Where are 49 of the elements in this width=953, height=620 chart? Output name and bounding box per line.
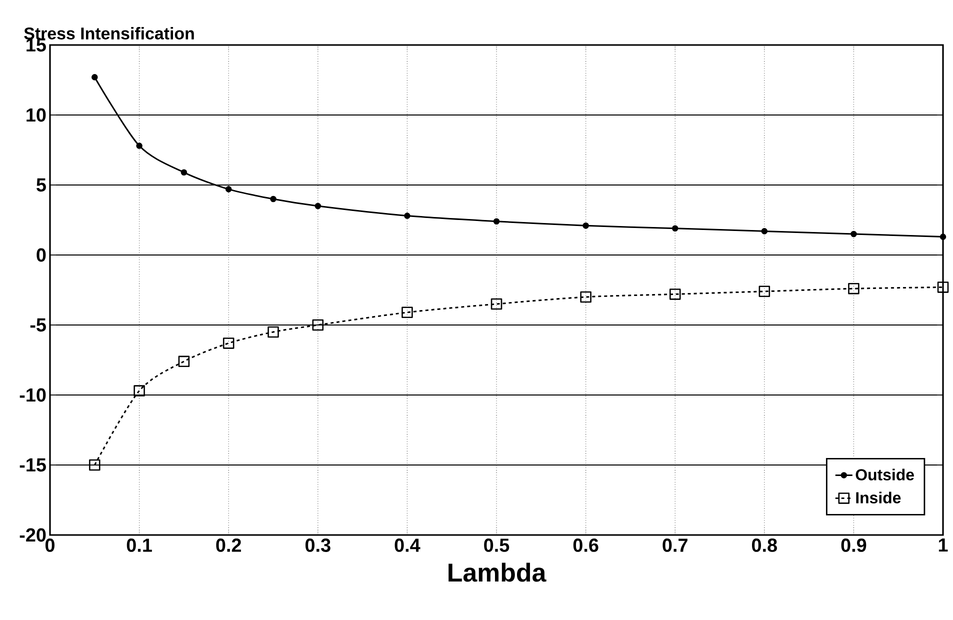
y-tick-label: -15 [20, 458, 46, 472]
point [180, 169, 188, 176]
point [312, 319, 324, 331]
x-tick-label: 0 [45, 538, 54, 552]
point [582, 222, 589, 229]
point [222, 338, 234, 349]
point [669, 288, 681, 300]
point [580, 291, 592, 303]
y-tick-label: 0 [36, 248, 46, 262]
legend-label: Inside [856, 492, 901, 504]
point [672, 225, 678, 232]
point [268, 326, 279, 338]
point [314, 202, 322, 210]
x-tick-label: 0.2 [216, 538, 241, 552]
point [493, 218, 500, 225]
x-tick-label: 1 [938, 538, 948, 552]
x-tick-label: 0.4 [394, 538, 420, 552]
point [92, 74, 98, 80]
point [134, 385, 145, 396]
y-tick-label: 5 [36, 178, 46, 192]
point [758, 286, 770, 298]
y-tick-label: -20 [20, 528, 46, 542]
legend-label: Outside [856, 468, 914, 480]
x-tick-label: 0.8 [752, 538, 777, 552]
y-tick-label: -10 [20, 388, 46, 402]
y-tick-label: 10 [26, 108, 46, 122]
x-tick-label: 0.6 [573, 538, 598, 552]
point [402, 306, 413, 318]
y-tick-label: -5 [30, 318, 46, 332]
point [404, 212, 410, 219]
x-tick-label: 0.3 [305, 538, 330, 552]
y-axis-title: Stress Intensification [24, 27, 194, 40]
x-tick-label: 0.5 [484, 538, 510, 552]
point [940, 234, 946, 240]
x-axis-title: Lambda [448, 562, 546, 582]
point [490, 298, 502, 310]
x-tick-label: 0.9 [841, 538, 866, 552]
point [761, 228, 768, 234]
point [89, 459, 100, 471]
point [937, 282, 949, 293]
point [225, 186, 232, 192]
point [270, 196, 276, 202]
x-tick-label: 0.1 [126, 538, 152, 552]
point [178, 356, 190, 368]
x-tick-label: 0.7 [662, 538, 688, 552]
point [136, 142, 142, 149]
point [848, 282, 860, 294]
point [850, 230, 857, 238]
y-tick-label: 15 [26, 38, 46, 52]
